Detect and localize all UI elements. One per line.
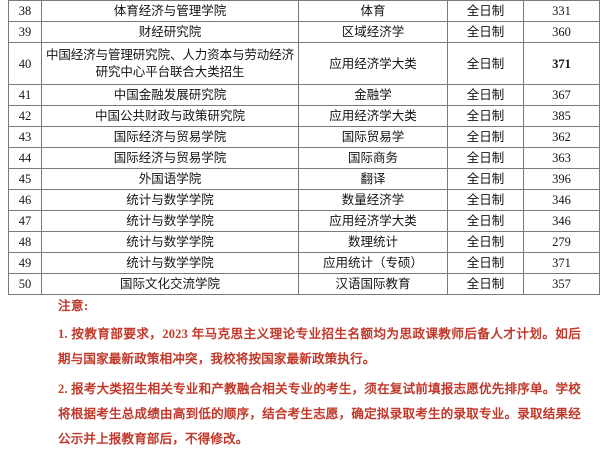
note-item-2: 2. 报考大类招生相关专业和产教融合相关专业的考生，须在复试前填报志愿优先排序单… (58, 381, 581, 446)
cell-major: 应用经济学大类 (298, 210, 448, 232)
table-row: 43 国际经济与贸易学院 国际贸易学 全日制 362 (8, 126, 600, 148)
cell-score: 371 (523, 252, 600, 274)
cell-major: 应用经济学大类 (298, 42, 448, 85)
cell-major: 体育 (298, 0, 448, 22)
cell-major: 区域经济学 (298, 21, 448, 43)
cell-school: 统计与数学学院 (41, 231, 299, 253)
cell-study-type: 全日制 (447, 147, 524, 169)
cell-school: 体育经济与管理学院 (41, 0, 299, 22)
table-row: 44 国际经济与贸易学院 国际商务 全日制 363 (8, 147, 600, 169)
admissions-table: 38 体育经济与管理学院 体育 全日制 331 39 财经研究院 区域经济学 全日制 360 40 中… (8, 0, 600, 295)
cell-school: 中国公共财政与政策研究院 (41, 105, 299, 127)
cell-study-type: 全日制 (447, 210, 524, 232)
cell-study-type: 全日制 (447, 126, 524, 148)
cell-school: 国际经济与贸易学院 (41, 147, 299, 169)
cell-major: 汉语国际教育 (298, 273, 448, 295)
cell-score: 346 (523, 210, 600, 232)
cell-score: 396 (523, 168, 600, 190)
table-row: 42 中国公共财政与政策研究院 应用经济学大类 全日制 385 (8, 105, 600, 127)
cell-score: 367 (523, 84, 600, 106)
cell-study-type: 全日制 (447, 84, 524, 106)
cell-school: 国际经济与贸易学院 (41, 126, 299, 148)
cell-score: 357 (523, 273, 600, 295)
cell-major: 金融学 (298, 84, 448, 106)
cell-major: 国际贸易学 (298, 126, 448, 148)
note-item-1: 1. 按教育部要求，2023 年马克思主义理论专业招生名额均为思政课教师后备人才… (58, 326, 581, 366)
cell-study-type: 全日制 (447, 21, 524, 43)
cell-score: 279 (523, 231, 600, 253)
cell-index: 47 (8, 210, 42, 232)
cell-index: 43 (8, 126, 42, 148)
admissions-table-container: 38 体育经济与管理学院 体育 全日制 331 39 财经研究院 区域经济学 全日制 360 40 中… (8, 0, 600, 295)
cell-index: 38 (8, 0, 42, 22)
cell-study-type: 全日制 (447, 273, 524, 295)
cell-major: 数理统计 (298, 231, 448, 253)
table-row: 40 中国经济与管理研究院、人力资本与劳动经济研究中心平台联合大类招生 应用经济学大… (8, 42, 600, 85)
cell-score: 371 (523, 42, 600, 85)
cell-score: 346 (523, 189, 600, 211)
cell-major: 应用统计（专硕） (298, 252, 448, 274)
cell-school: 外国语学院 (41, 168, 299, 190)
cell-score: 360 (523, 21, 600, 43)
table-row: 50 国际文化交流学院 汉语国际教育 全日制 357 (8, 273, 600, 295)
table-row: 38 体育经济与管理学院 体育 全日制 331 (8, 0, 600, 22)
table-row: 45 外国语学院 翻译 全日制 396 (8, 168, 600, 190)
cell-study-type: 全日制 (447, 189, 524, 211)
cell-index: 40 (8, 42, 42, 85)
cell-study-type: 全日制 (447, 252, 524, 274)
cell-score: 331 (523, 0, 600, 22)
table-row: 49 统计与数学学院 应用统计（专硕） 全日制 371 (8, 252, 600, 274)
cell-school: 统计与数学学院 (41, 189, 299, 211)
cell-study-type: 全日制 (447, 42, 524, 85)
cell-index: 44 (8, 147, 42, 169)
cell-school: 统计与数学学院 (41, 210, 299, 232)
cell-index: 39 (8, 21, 42, 43)
cell-index: 46 (8, 189, 42, 211)
cell-index: 42 (8, 105, 42, 127)
notes-section: 注意: 1. 按教育部要求，2023 年马克思主义理论专业招生名额均为思政课教师… (0, 300, 607, 452)
cell-index: 41 (8, 84, 42, 106)
cell-school: 财经研究院 (41, 21, 299, 43)
cell-school: 统计与数学学院 (41, 252, 299, 274)
cell-study-type: 全日制 (447, 231, 524, 253)
table-row: 41 中国金融发展研究院 金融学 全日制 367 (8, 84, 600, 106)
cell-study-type: 全日制 (447, 168, 524, 190)
table-row: 46 统计与数学学院 数量经济学 全日制 346 (8, 189, 600, 211)
cell-major: 翻译 (298, 168, 448, 190)
cell-school: 中国金融发展研究院 (41, 84, 299, 106)
cell-school: 中国经济与管理研究院、人力资本与劳动经济研究中心平台联合大类招生 (41, 42, 299, 85)
cell-major: 应用经济学大类 (298, 105, 448, 127)
notes-heading: 注意: (58, 299, 89, 313)
admissions-table-body: 38 体育经济与管理学院 体育 全日制 331 39 财经研究院 区域经济学 全日制 360 40 中… (8, 0, 600, 295)
cell-score: 363 (523, 147, 600, 169)
cell-study-type: 全日制 (447, 0, 524, 22)
cell-major: 数量经济学 (298, 189, 448, 211)
cell-study-type: 全日制 (447, 105, 524, 127)
cell-index: 50 (8, 273, 42, 295)
table-row: 48 统计与数学学院 数理统计 全日制 279 (8, 231, 600, 253)
cell-index: 48 (8, 231, 42, 253)
cell-index: 45 (8, 168, 42, 190)
cell-major: 国际商务 (298, 147, 448, 169)
cell-index: 49 (8, 252, 42, 274)
table-row: 39 财经研究院 区域经济学 全日制 360 (8, 21, 600, 43)
table-row: 47 统计与数学学院 应用经济学大类 全日制 346 (8, 210, 600, 232)
cell-score: 362 (523, 126, 600, 148)
cell-score: 385 (523, 105, 600, 127)
cell-school: 国际文化交流学院 (41, 273, 299, 295)
